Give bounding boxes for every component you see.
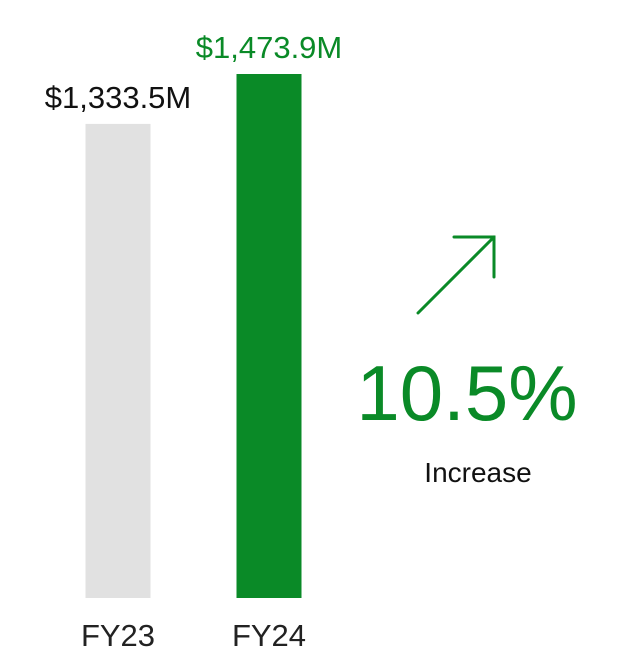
increase-callout: 10.5% Increase — [356, 235, 578, 488]
increase-percent: 10.5% — [356, 349, 577, 437]
labels-layer: $1,333.5M FY23 $1,473.9M FY24 — [45, 30, 343, 653]
bar-value-label-fy24: $1,473.9M — [196, 30, 343, 65]
bar-fy24 — [236, 74, 302, 598]
x-tick-label-fy23: FY23 — [81, 618, 155, 653]
bar-value-label-fy23: $1,333.5M — [45, 80, 192, 115]
bars-layer — [85, 74, 302, 598]
arrow-up-right-icon — [416, 235, 496, 315]
increase-caption: Increase — [424, 457, 531, 488]
bar-fy23 — [85, 123, 151, 598]
x-tick-label-fy24: FY24 — [232, 618, 306, 653]
